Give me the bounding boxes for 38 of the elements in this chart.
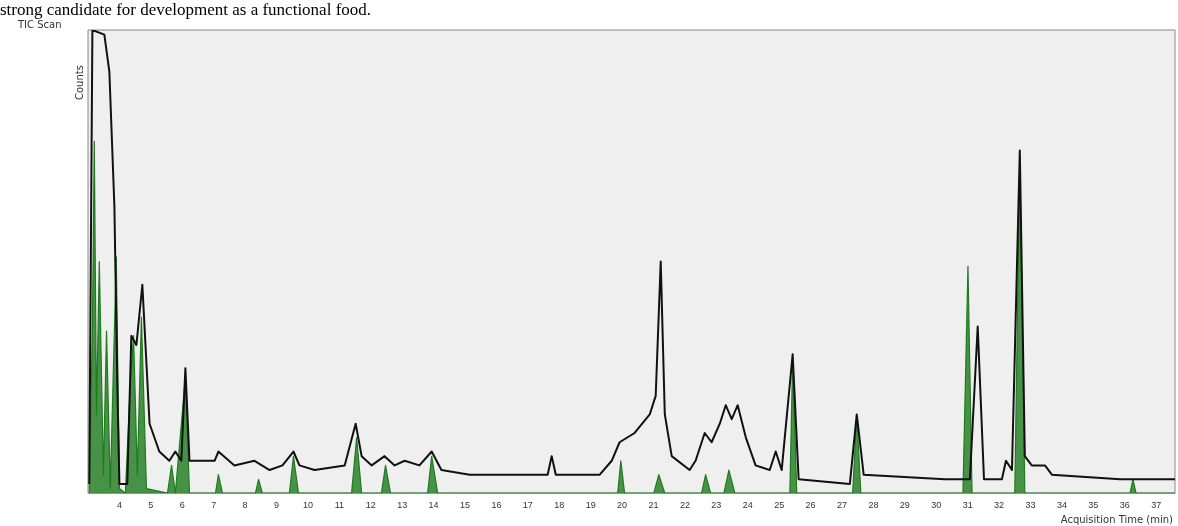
x-tick-label: 32 (994, 500, 1005, 511)
x-tick-label: 8 (242, 500, 248, 511)
x-tick-label: 27 (836, 500, 847, 511)
x-tick-label: 9 (273, 500, 279, 511)
text: strong candidate for development as a functional food. (0, 0, 372, 19)
x-tick-label: 36 (1119, 500, 1130, 511)
x-tick-label: 10 (302, 500, 313, 511)
x-tick-label: 24 (742, 500, 753, 511)
x-tick-label: 35 (1088, 500, 1099, 511)
x-tick-label: 16 (491, 500, 502, 511)
x-tick-label: 19 (585, 500, 596, 511)
x-tick-label: 20 (617, 500, 628, 511)
x-tick-label: 6 (179, 500, 185, 511)
x-tick-label: 30 (931, 500, 942, 511)
x-tick-label: 12 (365, 500, 376, 511)
x-tick-label: 23 (711, 500, 722, 511)
x-tick-label: 34 (1056, 500, 1067, 511)
x-tick-label: 4 (116, 500, 122, 511)
x-tick-label: 18 (554, 500, 565, 511)
x-tick-label: 25 (774, 500, 785, 511)
x-tick-label: 29 (899, 500, 910, 511)
x-tick-label: 15 (459, 500, 470, 511)
x-tick-label: 22 (679, 500, 690, 511)
x-tick-label: 37 (1151, 500, 1162, 511)
x-tick-label: 11 (334, 500, 344, 511)
x-tick-label: 7 (211, 500, 217, 511)
x-tick-label: 14 (428, 500, 439, 511)
x-axis-title: Acquisition Time (min) (1060, 513, 1174, 525)
x-tick-label: 33 (1025, 500, 1036, 511)
x-tick-label: 13 (397, 500, 408, 511)
chart-title: TIC Scan (17, 18, 62, 30)
x-tick-label: 26 (805, 500, 816, 511)
x-tick-label: 17 (522, 500, 533, 511)
x-tick-label: 28 (868, 500, 879, 511)
y-axis-title: Counts (74, 65, 85, 100)
x-tick-label: 31 (962, 500, 973, 511)
x-tick-label: 21 (648, 500, 659, 511)
x-tick-label: 5 (148, 500, 154, 511)
